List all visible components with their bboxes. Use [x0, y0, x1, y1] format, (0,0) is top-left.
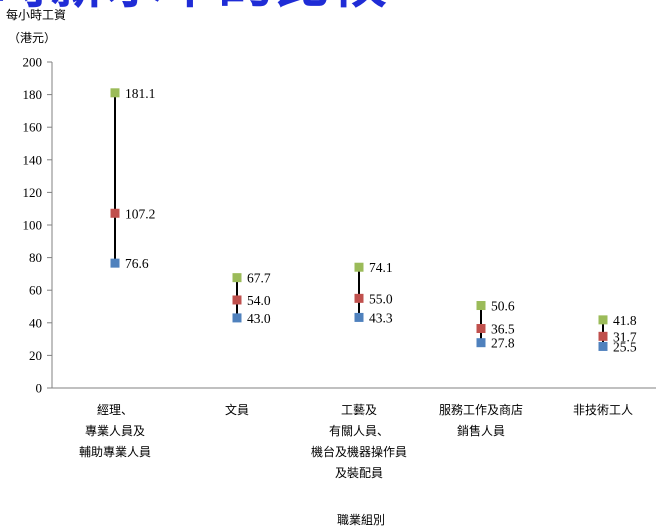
- y-tick-label: 140: [23, 152, 43, 167]
- data-label: 76.6: [125, 256, 149, 271]
- y-tick-label: 160: [23, 120, 43, 135]
- data-label: 67.7: [247, 271, 271, 286]
- data-marker: [476, 324, 486, 334]
- category-label-line: 非技術工人: [573, 403, 633, 417]
- data-label: 43.0: [247, 311, 271, 326]
- data-marker: [110, 208, 120, 218]
- data-marker: [232, 273, 242, 283]
- data-marker: [110, 88, 120, 98]
- category-label-line: 服務工作及商店: [439, 402, 523, 417]
- data-marker: [598, 331, 608, 341]
- y-tick-label: 200: [23, 55, 43, 70]
- data-marker: [354, 293, 364, 303]
- data-marker: [598, 341, 608, 351]
- data-marker: [110, 258, 120, 268]
- data-marker: [232, 295, 242, 305]
- category-label-line: 及裝配員: [335, 466, 383, 480]
- y-tick-label: 180: [23, 87, 43, 102]
- data-marker: [354, 312, 364, 322]
- data-marker: [476, 301, 486, 311]
- data-label: 36.5: [491, 322, 515, 337]
- data-labels: 181.1 67.7 74.1 50.6 41.8 107.2 54.0 55.0 36.5 31…: [125, 86, 637, 355]
- data-label: 43.3: [369, 310, 393, 325]
- data-label: 31.7: [613, 329, 637, 344]
- y-tick-label: 40: [29, 315, 42, 330]
- data-label: 107.2: [125, 206, 155, 221]
- y-axis-title-line: 每小時工資: [6, 7, 66, 22]
- y-axis-title: 每小時工資 （港元）: [6, 7, 66, 45]
- chart-axes: [51, 62, 656, 389]
- category-label-line: 有關人員、: [329, 424, 389, 438]
- data-label: 41.8: [613, 313, 637, 328]
- title-banner: 時薪水平的比較: [0, 0, 659, 12]
- y-tick-label: 80: [29, 250, 42, 265]
- category-label-line: 銷售人員: [457, 423, 505, 438]
- data-markers: [110, 88, 608, 351]
- category-label-line: 經理、: [97, 403, 133, 417]
- category-label-line: 輔助專業人員: [79, 445, 151, 459]
- data-label: 50.6: [491, 299, 515, 314]
- y-tick-label: 60: [29, 283, 42, 298]
- data-marker: [232, 313, 242, 323]
- y-axis-title-line: （港元）: [8, 31, 56, 45]
- x-axis-title: 職業組別: [337, 513, 385, 527]
- y-axis-ticks: 0 20 40 60 80 100 120 140 160 180 200: [23, 55, 52, 396]
- category-label-line: 機台及機器操作員: [311, 444, 407, 459]
- data-marker: [476, 338, 486, 348]
- data-label: 27.8: [491, 336, 515, 351]
- y-tick-label: 120: [23, 185, 43, 200]
- y-tick-label: 100: [23, 218, 43, 233]
- range-lines: [114, 92, 604, 347]
- data-label: 74.1: [369, 260, 393, 275]
- x-axis-title: 職業組別: [337, 513, 385, 527]
- category-label-line: 文員: [225, 402, 249, 417]
- data-label: 25.5: [613, 339, 637, 354]
- data-label: 181.1: [125, 86, 155, 101]
- data-label: 54.0: [247, 293, 271, 308]
- category-label-line: 專業人員及: [85, 424, 145, 438]
- category-label-line: 工藝及: [341, 403, 377, 417]
- y-tick-label: 20: [29, 348, 42, 363]
- data-label: 55.0: [369, 291, 393, 306]
- y-tick-label: 0: [36, 381, 43, 396]
- data-marker: [598, 315, 608, 325]
- data-marker: [354, 262, 364, 272]
